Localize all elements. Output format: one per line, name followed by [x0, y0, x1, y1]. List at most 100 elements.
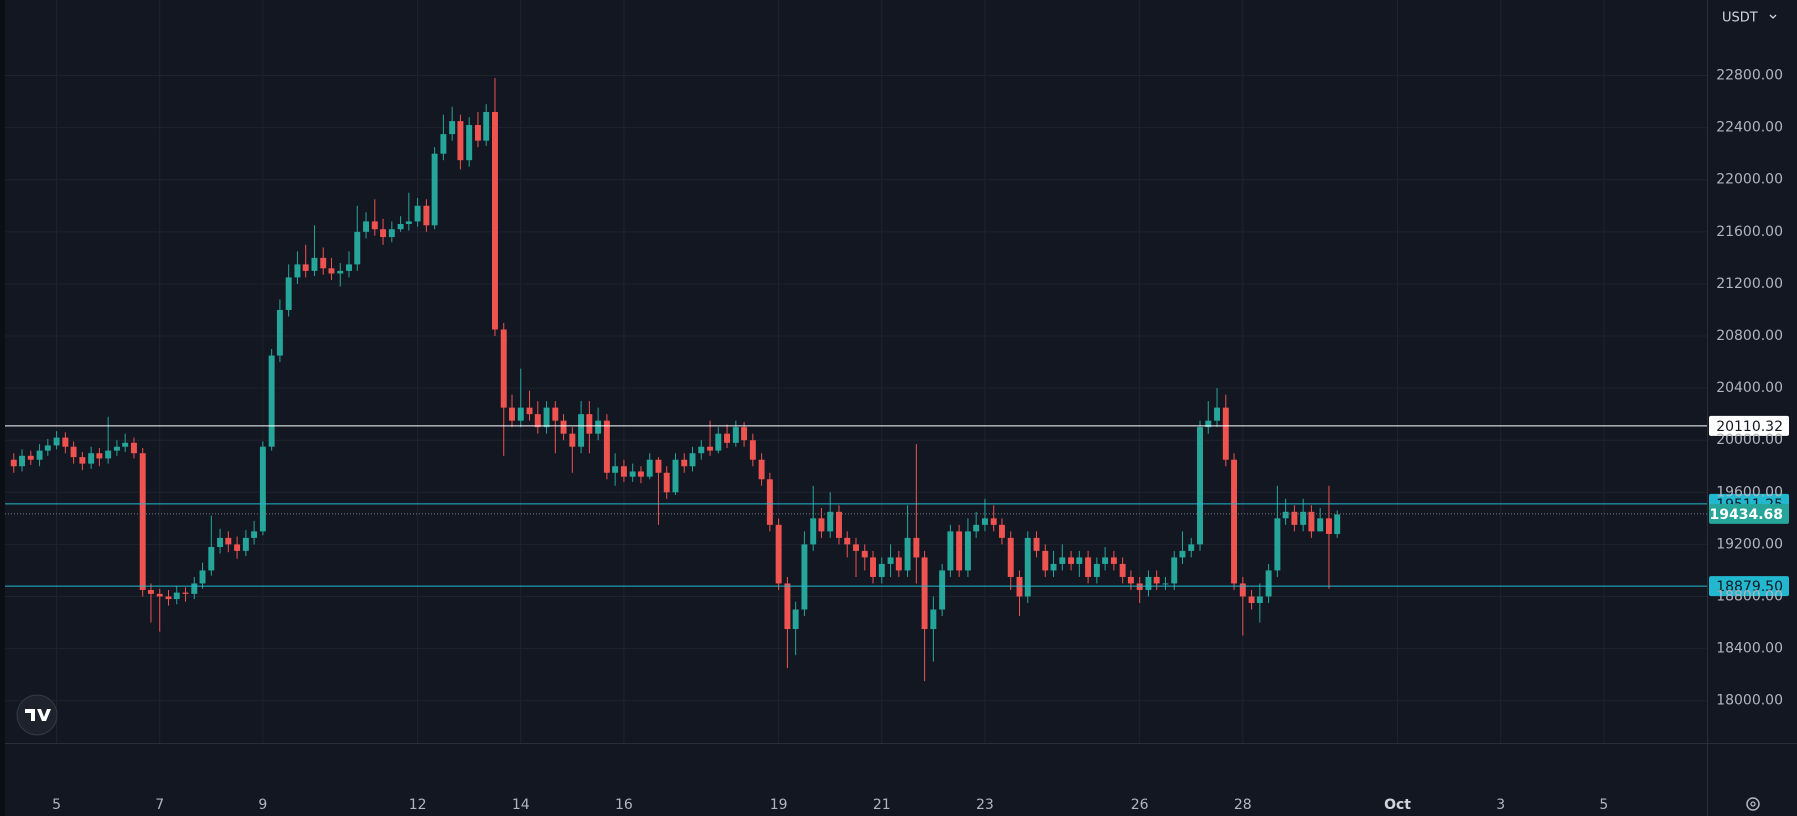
candle-body — [560, 420, 567, 434]
y-tick-label: 21600.00 — [1716, 224, 1783, 240]
candle-body — [1308, 511, 1315, 532]
price-label: 20110.32 — [1716, 419, 1783, 435]
candle-body — [1024, 537, 1031, 597]
candle-body — [981, 518, 988, 525]
candle-body — [346, 264, 352, 271]
candle-body — [956, 531, 963, 571]
candle-body — [354, 231, 361, 265]
candle-body — [449, 121, 456, 135]
candle-body — [707, 446, 714, 451]
logo-mark[interactable] — [25, 709, 51, 721]
candle-body — [595, 420, 602, 434]
x-tick-label: 21 — [873, 797, 891, 813]
candle-body — [1093, 563, 1100, 577]
candle-body — [1282, 511, 1289, 519]
candle-body — [79, 457, 86, 464]
candle-body — [431, 153, 438, 226]
candle-body — [1231, 459, 1238, 584]
candle-body — [294, 264, 301, 278]
candle-body — [827, 511, 834, 532]
axes: 18000.00 18400.00 18800.00 19200.00 19600.00… — [52, 68, 1783, 813]
candle-body — [655, 459, 662, 473]
candle-body — [637, 471, 644, 477]
candle-body — [156, 593, 163, 597]
currency-chevron[interactable] — [1769, 14, 1777, 19]
candle-body — [732, 427, 739, 443]
x-tick-label: 26 — [1131, 797, 1149, 813]
candle-body — [973, 524, 980, 532]
price-label-bg — [1709, 503, 1789, 524]
candle-body — [466, 125, 473, 161]
y-tick-label: 22400.00 — [1716, 120, 1783, 136]
x-tick-label: 12 — [409, 797, 427, 813]
candle-body — [62, 437, 69, 447]
candle-body — [526, 407, 533, 415]
candle-body — [998, 524, 1005, 538]
tradingview-logo[interactable] — [16, 694, 58, 736]
candle-body — [715, 433, 722, 451]
candle-body — [199, 570, 206, 584]
candle-body — [629, 471, 636, 477]
candle-body — [766, 479, 773, 525]
candle-body — [337, 270, 344, 274]
candle-body — [1171, 557, 1178, 584]
candle-body — [1068, 557, 1075, 564]
candle-body — [1153, 576, 1160, 584]
currency-selector[interactable]: USDT — [1722, 11, 1758, 26]
candle-body — [457, 121, 464, 161]
x-tick-label: 3 — [1496, 797, 1505, 813]
candle-body — [139, 453, 146, 590]
candle-body — [397, 224, 404, 230]
logo-circle[interactable] — [16, 694, 58, 736]
y-tick-label: 20000.00 — [1716, 432, 1783, 448]
candle-body — [320, 257, 327, 269]
candle-body — [853, 544, 859, 551]
candle-body — [122, 442, 129, 447]
candle-body — [1110, 557, 1117, 564]
y-tick-label: 20400.00 — [1716, 380, 1783, 396]
settings-icon[interactable] — [1746, 797, 1760, 811]
candle-body — [234, 544, 241, 551]
candle-body — [836, 511, 842, 538]
candle-body — [1256, 596, 1263, 603]
candle-body — [509, 407, 515, 421]
candle-body — [569, 433, 576, 447]
candle-body — [698, 446, 705, 454]
y-tick-label: 19600.00 — [1716, 484, 1783, 500]
candles — [10, 78, 1341, 682]
candle-body — [904, 537, 911, 571]
candle-body — [388, 229, 395, 238]
candle-body — [208, 546, 215, 571]
candle-body — [1145, 576, 1152, 590]
candle-body — [371, 221, 378, 230]
candle-body — [517, 407, 524, 421]
gear[interactable] — [1746, 797, 1760, 811]
candle-body — [1007, 537, 1014, 577]
candle-body — [552, 407, 559, 421]
candle-body — [380, 229, 387, 238]
candle-body — [1179, 550, 1186, 558]
candle-body — [1334, 514, 1341, 534]
price-label: 18879.50 — [1716, 579, 1783, 595]
gear-hub[interactable] — [1750, 801, 1756, 807]
price-label-bg — [1709, 415, 1789, 436]
y-tick-label: 20800.00 — [1716, 328, 1783, 344]
candle-body — [792, 609, 799, 630]
candle-body — [500, 329, 507, 408]
x-tick-label: 28 — [1234, 797, 1252, 813]
candle-body — [749, 440, 756, 460]
candle-body — [10, 459, 17, 467]
candle-body — [1188, 544, 1195, 551]
candle-body — [217, 537, 224, 547]
grid — [5, 0, 1707, 743]
candle-body — [440, 134, 447, 154]
candle-body — [19, 455, 25, 467]
candle-body — [895, 557, 902, 571]
x-tick-label: Oct — [1384, 797, 1411, 813]
candle-body — [870, 557, 876, 577]
y-tick-label: 18400.00 — [1716, 641, 1783, 657]
candle-body — [578, 414, 585, 447]
